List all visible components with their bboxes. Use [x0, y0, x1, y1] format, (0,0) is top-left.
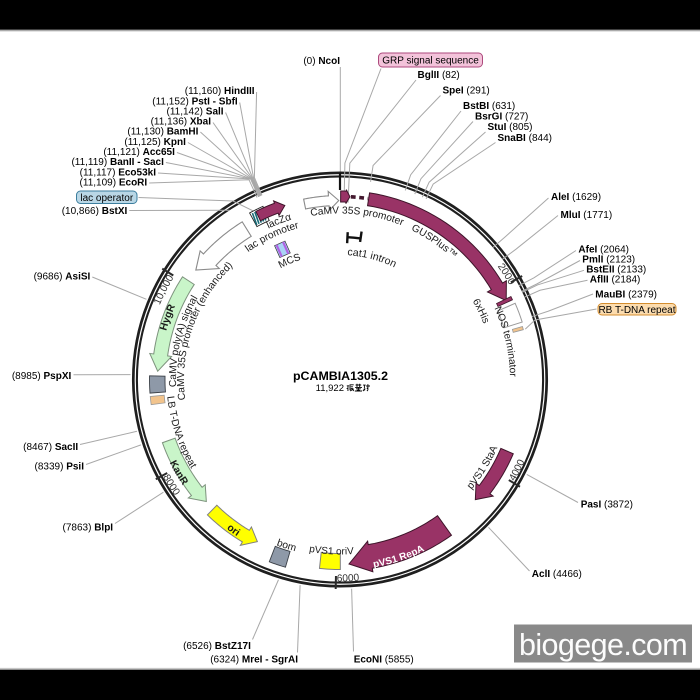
svg-text:(11,117) Eco53kI: (11,117) Eco53kI: [80, 167, 157, 178]
svg-text:(9686) AsiSI: (9686) AsiSI: [34, 272, 91, 283]
svg-text:(10,866) BstXI: (10,866) BstXI: [62, 206, 128, 217]
svg-text:(8985) PspXI: (8985) PspXI: [12, 371, 72, 382]
svg-text:(7863) BlpI: (7863) BlpI: [63, 523, 114, 534]
svg-text:BsrGI (727): BsrGI (727): [475, 112, 528, 123]
svg-text:AclI (4466): AclI (4466): [532, 569, 582, 580]
svg-text:BglII (82): BglII (82): [418, 70, 460, 81]
svg-text:(6526) BstZ17I: (6526) BstZ17I: [183, 641, 251, 652]
svg-text:BstEII (2133): BstEII (2133): [586, 264, 646, 275]
svg-text:lac operator: lac operator: [80, 193, 133, 204]
svg-text:AflII (2184): AflII (2184): [590, 274, 641, 285]
svg-text:StuI (805): StuI (805): [488, 122, 533, 133]
svg-text:SnaBI (844): SnaBI (844): [498, 133, 552, 144]
svg-text:(11,142) SalI: (11,142) SalI: [167, 107, 224, 118]
svg-text:(8467) SacII: (8467) SacII: [23, 442, 78, 453]
svg-text:pVS1 oriV: pVS1 oriV: [308, 544, 354, 558]
svg-text:(0) NcoI: (0) NcoI: [303, 56, 340, 67]
svg-text:RB T-DNA repeat: RB T-DNA repeat: [598, 305, 675, 316]
svg-text:(11,109) EcoRI: (11,109) EcoRI: [80, 177, 148, 188]
svg-text:(11,160) HindIII: (11,160) HindIII: [185, 86, 255, 97]
svg-text:(11,121) Acc65I: (11,121) Acc65I: [103, 147, 175, 158]
svg-text:biogege.com: biogege.com: [519, 628, 687, 662]
svg-text:PmlI (2123): PmlI (2123): [582, 255, 635, 266]
svg-text:(8339) PsiI: (8339) PsiI: [35, 462, 85, 473]
svg-text:SpeI (291): SpeI (291): [443, 86, 490, 97]
svg-text:(11,130) BamHI: (11,130) BamHI: [127, 127, 198, 138]
svg-text:(11,152) PstI - SbfI: (11,152) PstI - SbfI: [152, 97, 238, 108]
svg-text:(11,119) BanII - SacI: (11,119) BanII - SacI: [71, 157, 164, 168]
svg-text:(6324) MreI - SgrAI: (6324) MreI - SgrAI: [210, 655, 298, 666]
svg-text:(11,125) KpnI: (11,125) KpnI: [124, 137, 186, 148]
svg-text:pCAMBIA1305.2: pCAMBIA1305.2: [293, 369, 388, 383]
svg-text:(11,136) XbaI: (11,136) XbaI: [151, 117, 212, 128]
svg-text:MluI (1771): MluI (1771): [561, 210, 613, 221]
svg-text:MauBI (2379): MauBI (2379): [595, 289, 657, 300]
svg-text:11,922: 11,922: [316, 383, 344, 394]
svg-text:AfeI (2064): AfeI (2064): [578, 245, 629, 256]
svg-text:6000: 6000: [337, 573, 360, 585]
svg-text:PasI (3872): PasI (3872): [581, 500, 633, 511]
svg-text:GRP signal sequence: GRP signal sequence: [382, 56, 479, 67]
svg-text:EcoNI (5855): EcoNI (5855): [354, 655, 414, 666]
svg-text:AleI (1629): AleI (1629): [551, 192, 601, 203]
svg-text:BstBI (631): BstBI (631): [463, 101, 515, 112]
